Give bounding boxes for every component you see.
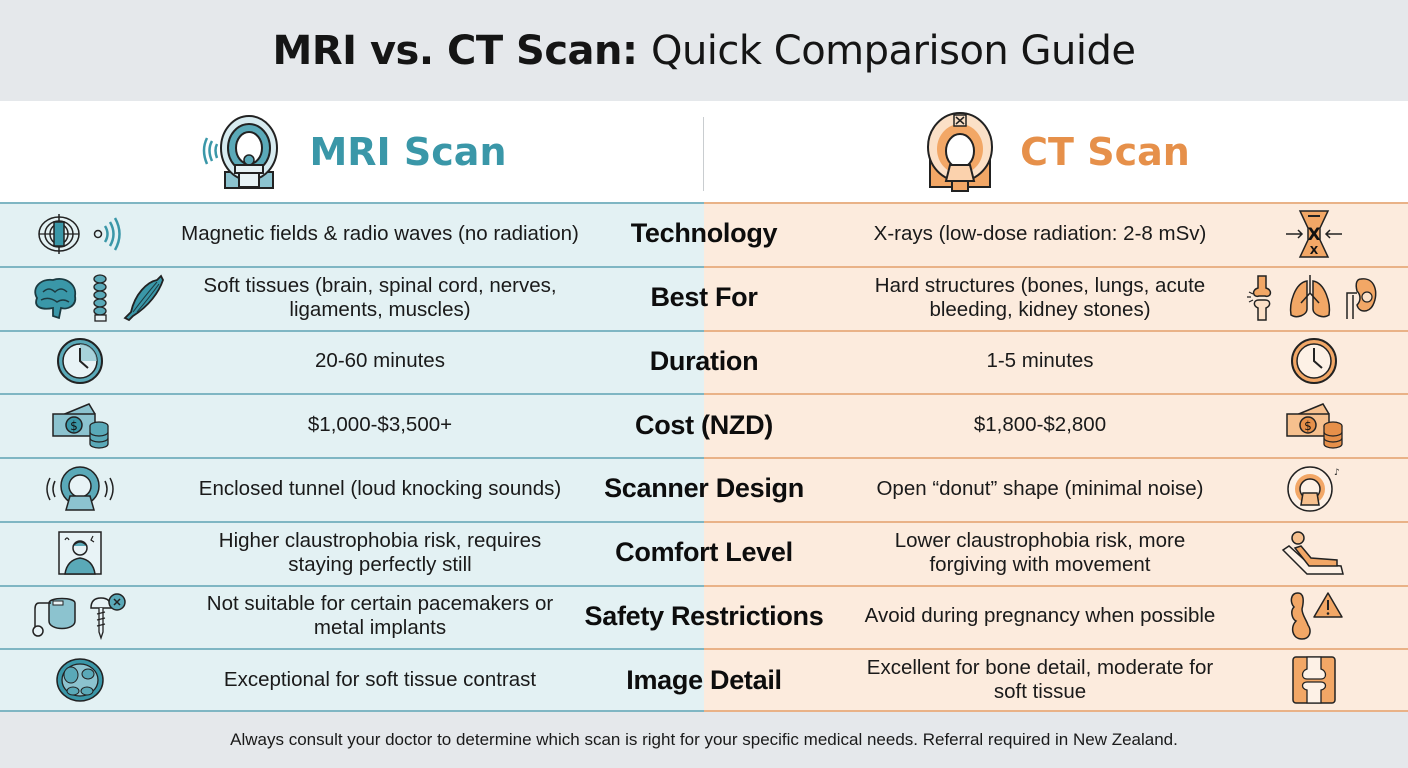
spine-icon <box>89 273 111 323</box>
mri-column-header: MRI Scan <box>0 101 704 202</box>
ct-technology-icons: X X <box>1220 202 1408 266</box>
mri-image-detail-icons <box>0 648 160 712</box>
pregnancy-warning-icon <box>1284 589 1344 643</box>
knee-xray-icon <box>1291 655 1337 705</box>
ct-image-detail-value: Excellent for bone detail, moderate for … <box>866 656 1214 704</box>
ct-scanner-icon <box>922 109 998 195</box>
ct-duration-value: 1-5 minutes <box>986 349 1094 373</box>
row-label-comfort-level: Comfort Level <box>615 537 793 568</box>
footer: Always consult your doctor to determine … <box>0 712 1408 768</box>
table-bottom-border-mri <box>0 710 704 712</box>
mri-duration-icons <box>0 330 160 394</box>
table-row-best-for: Soft tissues (brain, spinal cord, nerves… <box>0 265 1408 330</box>
table-row-duration: 20-60 minutes Duration 1-5 minutes <box>0 329 1408 394</box>
title-strong: MRI vs. CT Scan: <box>272 27 638 74</box>
row-label-cost: Cost (NZD) <box>635 409 773 440</box>
mri-machine-icon <box>197 110 287 194</box>
mri-cost-icons: $ <box>0 393 160 457</box>
header-divider <box>703 117 704 191</box>
row-label-technology: Technology <box>630 218 778 249</box>
table-bottom-border-ct <box>704 710 1408 712</box>
svg-text:X: X <box>1307 225 1320 245</box>
money-icon: $ <box>49 400 111 450</box>
svg-text:$: $ <box>1304 419 1312 433</box>
money-icon: $ <box>1283 400 1345 450</box>
ct-scanner-design-value: Open “donut” shape (minimal noise) <box>876 476 1204 500</box>
row-label-scanner-design: Scanner Design <box>604 473 804 504</box>
tissue-cross-section-icon <box>55 657 105 703</box>
ct-technology-value: X-rays (low-dose radiation: 2-8 mSv) <box>873 221 1207 245</box>
mri-comfort-value: Higher claustrophobia risk, requires sta… <box>218 528 542 576</box>
table-row-technology: Magnetic fields & radio waves (no radiat… <box>0 202 1408 266</box>
mri-best-for-value: Soft tissues (brain, spinal cord, nerves… <box>203 273 557 321</box>
table-row-comfort-level: Higher claustrophobia risk, requires sta… <box>0 520 1408 585</box>
mri-column-title: MRI Scan <box>309 129 507 174</box>
mri-image-detail-value: Exceptional for soft tissue contrast <box>223 668 537 692</box>
clock-icon <box>56 337 104 385</box>
svg-text:$: $ <box>70 419 78 433</box>
muscle-icon <box>121 274 165 322</box>
ct-cost-icons: $ <box>1220 393 1408 457</box>
ct-best-for-value: Hard structures (bones, lungs, acute ble… <box>874 273 1206 321</box>
mri-safety-icons <box>14 585 144 649</box>
mri-comfort-icons <box>0 521 160 585</box>
ct-comfort-value: Lower claustrophobia risk, more forgivin… <box>894 528 1186 576</box>
ct-cost-value: $1,800-$2,800 <box>973 413 1107 437</box>
footer-note: Always consult your doctor to determine … <box>230 730 1178 749</box>
metal-implant-icon <box>87 592 127 641</box>
table-row-cost: $ $1,000-$3,500+ Cost (NZD) $1,800-$2,80… <box>0 393 1408 457</box>
ct-safety-value: Avoid during pregnancy when possible <box>864 604 1216 628</box>
kidney-icon <box>1343 275 1379 321</box>
title-band: MRI vs. CT Scan: Quick Comparison Guide <box>0 0 1408 101</box>
ct-scanner-design-icons: ♪ <box>1220 457 1408 521</box>
mri-cost-value: $1,000-$3,500+ <box>307 413 453 437</box>
column-headers: MRI Scan CT Scan <box>0 101 1408 202</box>
table-row-safety-restrictions: Not suitable for certain pacemakers or m… <box>0 584 1408 649</box>
mri-safety-value: Not suitable for certain pacemakers or m… <box>206 592 554 640</box>
radio-waves-icon <box>93 212 123 256</box>
ct-safety-icons <box>1220 585 1408 649</box>
row-label-best-for: Best For <box>650 282 758 313</box>
anxious-person-icon <box>57 530 103 576</box>
page-title: MRI vs. CT Scan: Quick Comparison Guide <box>273 28 1136 74</box>
svg-text:X: X <box>1310 244 1319 257</box>
donut-scanner-icon: ♪ <box>1284 463 1344 515</box>
mri-scanner-design-icons <box>0 457 160 521</box>
brain-icon <box>29 276 79 320</box>
ct-comfort-icons <box>1220 521 1408 585</box>
ct-best-for-icons <box>1228 266 1398 330</box>
ct-image-detail-icons <box>1220 648 1408 712</box>
xray-icon: X X <box>1284 208 1344 260</box>
clock-icon <box>1290 337 1338 385</box>
magnetic-field-icon <box>37 212 93 256</box>
ct-column-title: CT Scan <box>1020 129 1190 174</box>
ct-duration-icons <box>1220 330 1408 394</box>
bone-joint-icon <box>1247 274 1277 322</box>
title-light: Quick Comparison Guide <box>650 27 1136 74</box>
mri-technology-icons <box>0 202 160 266</box>
svg-text:♪: ♪ <box>1334 468 1340 478</box>
pacemaker-icon <box>31 593 79 639</box>
mri-technology-value: Magnetic fields & radio waves (no radiat… <box>181 221 579 245</box>
table-row-scanner-design: Enclosed tunnel (loud knocking sounds) S… <box>0 457 1408 521</box>
reclining-person-icon <box>1281 528 1347 578</box>
comparison-table: Magnetic fields & radio waves (no radiat… <box>0 202 1408 712</box>
mri-best-for-icons <box>22 266 172 330</box>
lungs-icon <box>1287 274 1333 321</box>
mri-scanner-design-value: Enclosed tunnel (loud knocking sounds) <box>198 476 562 500</box>
row-label-safety-restrictions: Safety Restrictions <box>584 600 824 631</box>
tunnel-scanner-icon <box>40 464 120 514</box>
mri-duration-value: 20-60 minutes <box>315 349 445 373</box>
ct-column-header: CT Scan <box>704 101 1408 202</box>
table-row-image-detail: Exceptional for soft tissue contrast Ima… <box>0 648 1408 712</box>
row-label-image-detail: Image Detail <box>626 664 782 695</box>
row-label-duration: Duration <box>649 345 759 376</box>
